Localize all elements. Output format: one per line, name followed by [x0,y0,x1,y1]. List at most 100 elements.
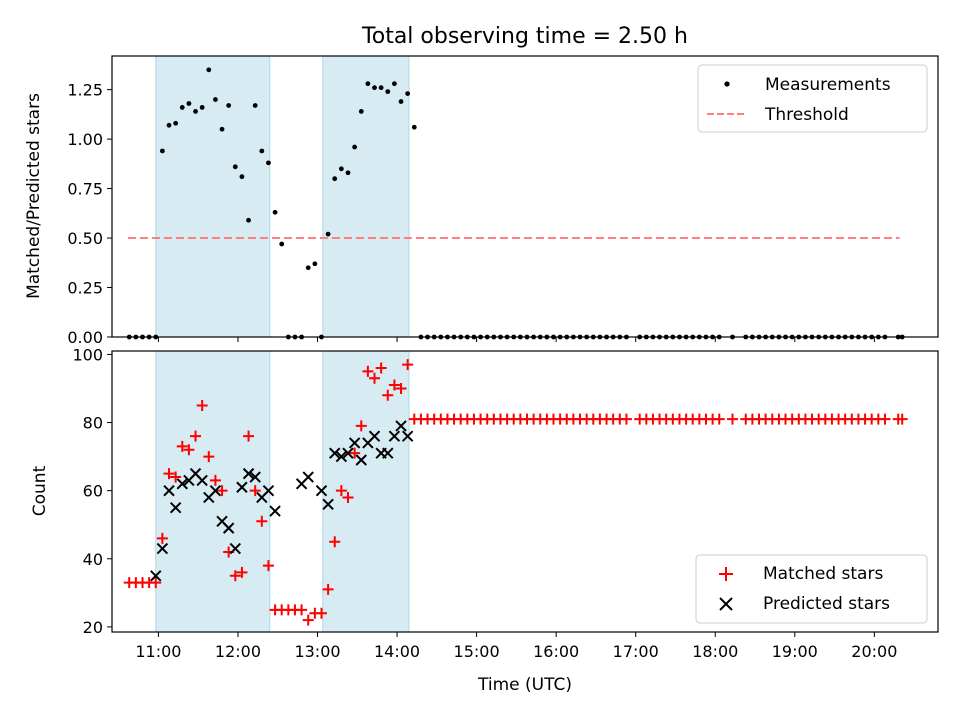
predicted-star-point [401,430,414,442]
x-tick-label: 16:00 [533,642,579,661]
bottom-panel: 20 40 60 80 100 11:00 12:00 13:00 14:00 15:00 16:… [30,345,939,695]
matched-star-point [329,536,341,548]
matched-star-point [335,485,347,497]
measurement-point [358,109,364,114]
measurement-point [411,124,417,130]
measurement-point [246,217,251,223]
matched-star-point [203,451,215,463]
shaded-interval [322,350,410,633]
shaded-interval [155,55,271,338]
predicted-star-point [222,522,235,534]
matched-star-point [402,359,414,371]
matched-star-point [355,420,367,432]
measurement-point [312,261,318,267]
predicted-star-point [196,474,208,487]
y-tick-label: 60 [83,482,103,501]
measurement-point [272,209,278,215]
x-tick-label: 19:00 [772,642,818,661]
measurement-point [199,105,205,110]
x-tick-label: 15:00 [454,642,500,661]
measurement-point [219,126,225,132]
measurement-point [193,109,198,114]
matched-star-point [375,362,387,374]
y-tick-label: 0.50 [67,229,103,248]
predicted-stars-points [150,420,414,582]
x-tick-label: 17:00 [613,642,659,661]
legend-matched-marker [719,567,733,581]
bottom-axes-frame [111,350,939,633]
predicted-star-point [388,430,401,442]
measurement-point [338,166,344,172]
top-y-axis: 0.00 0.25 0.50 0.75 1.00 1.25 [67,81,112,347]
bottom-x-axis: 11:00 12:00 13:00 14:00 15:00 16:00 17:00 18:00… [135,632,897,661]
measurement-point [252,103,258,108]
measurement-point [232,164,238,170]
measurement-point [392,81,397,87]
y-tick-label: 40 [83,550,103,569]
x-tick-label: 20:00 [851,642,897,661]
predicted-star-point [249,471,261,483]
chart-title: Total observing time = 2.50 h [361,24,688,49]
y-tick-label: 20 [83,618,103,637]
matched-star-point [726,413,738,425]
matched-star-point [183,444,195,456]
matched-star-point [256,515,268,527]
matched-star-point [170,471,182,483]
measurement-point [279,241,285,247]
matched-star-point [879,413,891,425]
y-tick-label: 0.25 [67,279,103,298]
predicted-star-point [169,501,182,514]
measurement-point [325,231,331,237]
measurement-point [213,97,218,102]
top-legend: Measurements Threshold [697,64,928,133]
matched-star-point [395,382,407,394]
matched-star-point [362,365,374,377]
legend-measurements-marker [724,81,730,87]
legend-predicted-marker [719,597,733,611]
measurement-point [305,265,311,271]
measurement-point [345,170,351,176]
matched-star-point [388,379,400,391]
measurement-point [226,103,232,108]
matched-star-point [322,583,334,595]
top-x-ticks [157,337,875,342]
legend-predicted-label: Predicted stars [763,594,890,614]
top-panel: 0.00 0.25 0.50 0.75 1.00 1.25 Matched/Predict… [24,55,939,347]
measurement-point [352,144,358,150]
matched-star-point [302,614,314,626]
predicted-star-point [368,430,381,442]
matched-star-point [216,485,228,497]
measurement-point [206,67,212,73]
measurement-point [405,91,411,96]
measurement-point [239,174,245,180]
matched-star-point [176,440,188,452]
bottom-legend-box [695,554,928,624]
matched-star-point [190,430,202,442]
matched-star-point [156,532,168,544]
predicted-star-point [302,471,314,483]
legend-measurements-label: Measurements [765,75,891,95]
predicted-star-point [322,498,334,510]
matched-star-point [209,474,221,486]
x-tick-label: 11:00 [135,642,181,661]
predicted-star-point [335,450,348,463]
measurement-point [365,81,371,87]
matched-stars-points [123,359,908,626]
measurement-point [385,89,391,95]
predicted-star-point [395,420,407,432]
matched-star-point [349,447,361,459]
matched-star-point [262,560,274,572]
y-tick-label: 1.00 [67,130,103,149]
bottom-y-axis-label: Count [30,465,50,516]
shaded-interval [322,55,410,338]
predicted-star-point [209,484,222,497]
matched-star-point [243,430,255,442]
matched-star-point [369,372,381,384]
legend-threshold-label: Threshold [764,105,849,125]
top-legend-box [697,64,928,133]
matched-star-point [315,607,327,619]
predicted-star-point [348,437,361,449]
predicted-star-point [229,542,242,555]
measurement-point [166,122,172,128]
measurement-point [186,101,192,106]
